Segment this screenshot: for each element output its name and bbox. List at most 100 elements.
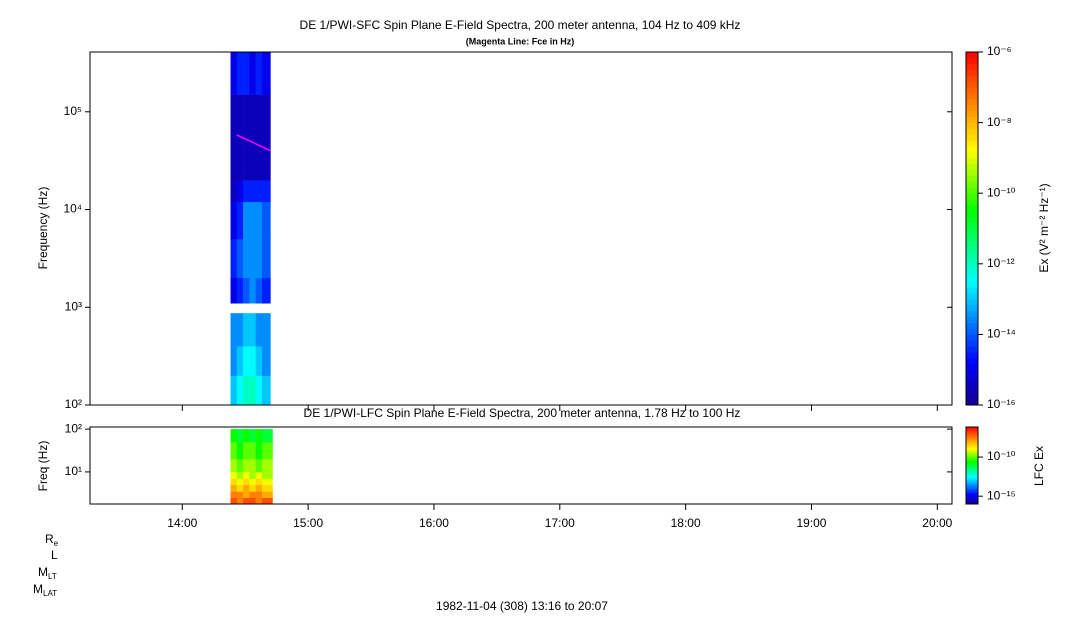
spectrogram-cell xyxy=(236,429,244,443)
colorbar-strip xyxy=(966,464,978,466)
spectrogram-cell xyxy=(236,484,244,492)
colorbar-strip xyxy=(966,500,978,502)
colorbar-strip xyxy=(966,495,978,497)
spectrogram-cell xyxy=(249,459,256,473)
plot-frame xyxy=(89,51,953,406)
ephemeris-main: R xyxy=(45,532,54,546)
colorbar-strip xyxy=(966,452,978,455)
spectrogram-cell xyxy=(236,238,244,279)
colorbar-frame xyxy=(965,426,979,505)
colorbar-strip xyxy=(966,352,978,359)
spectrogram-cell xyxy=(230,133,238,181)
colorbar-strip xyxy=(966,157,978,165)
colorbar-strip xyxy=(966,487,978,489)
spectrogram-cell xyxy=(243,133,250,181)
colorbar-strip xyxy=(966,443,978,446)
spectrogram-cell xyxy=(249,375,256,406)
colorbar-strip xyxy=(966,459,978,461)
colorbar-strip xyxy=(966,293,978,300)
colorbar-strip xyxy=(966,432,978,434)
spectrogram-cell xyxy=(249,471,256,479)
colorbar-strip xyxy=(966,496,978,498)
spectrogram-cell xyxy=(255,277,263,304)
colorbar-label: LFC Ex xyxy=(1032,446,1046,486)
colorbar-strip xyxy=(966,434,978,437)
colorbar-strip xyxy=(966,152,978,159)
colorbar-strip xyxy=(966,435,978,438)
colorbar-strip xyxy=(966,369,978,376)
spectrogram-cell xyxy=(243,441,250,460)
colorbar-strip xyxy=(966,488,978,491)
spectrogram-cell xyxy=(230,375,238,406)
spectrogram-cell xyxy=(230,484,238,492)
spectrogram-cell xyxy=(243,201,250,240)
x-tick-label: 18:00 xyxy=(671,516,701,530)
spectrogram-cell xyxy=(255,484,263,492)
spectrogram-cell xyxy=(243,52,250,95)
colorbar-strip xyxy=(966,316,978,323)
spectrogram-cell xyxy=(243,238,250,279)
ephemeris-sub: LT xyxy=(48,572,57,581)
colorbar-strip xyxy=(966,429,978,432)
x-tick-label: 19:00 xyxy=(796,516,826,530)
colorbar-tick-label: 10⁻¹⁴ xyxy=(987,327,1016,341)
colorbar-strip xyxy=(966,246,978,253)
spectrogram-cell xyxy=(243,429,250,443)
colorbar-strip xyxy=(966,357,978,365)
colorbar-strip xyxy=(966,299,978,306)
colorbar-strip xyxy=(966,491,978,493)
spectrogram-cell xyxy=(230,313,238,347)
colorbar-strip xyxy=(966,128,978,135)
colorbar-strip xyxy=(966,447,978,450)
ephemeris-label: L xyxy=(51,548,58,562)
spectrogram-cell xyxy=(261,52,271,95)
colorbar-strip xyxy=(966,457,978,460)
colorbar-strip xyxy=(966,477,978,479)
colorbar-tick-label: 10⁻⁸ xyxy=(987,115,1012,129)
colorbar-frame xyxy=(965,51,979,406)
y-tick-label: 10⁵ xyxy=(64,104,82,118)
spectrogram-cell xyxy=(236,375,244,406)
colorbar-strip xyxy=(966,175,978,182)
colorbar-strip xyxy=(966,466,978,469)
spectrogram-cell xyxy=(261,491,273,498)
colorbar-strip xyxy=(966,430,978,433)
colorbar-strip xyxy=(966,470,978,473)
chart-subtitle: (Magenta Line: Fce in Hz) xyxy=(466,36,575,46)
spectrogram-cell xyxy=(249,94,256,134)
x-tick-label: 15:00 xyxy=(293,516,323,530)
spectrogram-cell xyxy=(243,478,250,486)
colorbar-strip xyxy=(966,275,978,282)
spectrogram-cell xyxy=(261,238,271,279)
colorbar-strip xyxy=(966,52,978,59)
spectrogram-cell xyxy=(255,375,263,406)
spectrogram-cell xyxy=(249,478,256,486)
time-range: 1982-11-04 (308) 13:16 to 20:07 xyxy=(436,599,608,613)
colorbar-strip xyxy=(966,104,978,112)
colorbar-strip xyxy=(966,122,978,129)
colorbar-strip xyxy=(966,453,978,456)
colorbar-tick-label: 10⁻¹⁶ xyxy=(987,397,1016,411)
spectrogram-cell xyxy=(255,94,263,134)
spectrogram-cell xyxy=(249,277,256,304)
spectrogram-cell xyxy=(243,491,250,498)
colorbar-strip xyxy=(966,252,978,259)
colorbar-strip xyxy=(966,187,978,194)
colorbar-strip xyxy=(966,461,978,464)
y-tick-label: 10² xyxy=(65,421,82,435)
colorbar-strip xyxy=(966,163,978,170)
spectrogram-cell xyxy=(230,441,238,460)
colorbar-strip xyxy=(966,210,978,218)
colorbar-strip xyxy=(966,375,978,382)
spectrogram-cell xyxy=(236,180,244,203)
spectrogram-cell xyxy=(230,459,238,473)
spectrogram-cell xyxy=(230,180,238,203)
spectrogram-cell xyxy=(255,346,263,376)
colorbar-strip xyxy=(966,134,978,141)
ephemeris-label: MLT xyxy=(38,565,57,581)
spectrogram-cell xyxy=(243,471,250,479)
spectrogram-cell xyxy=(255,497,263,505)
colorbar-strip xyxy=(966,281,978,288)
spectrogram-cell xyxy=(255,441,263,460)
